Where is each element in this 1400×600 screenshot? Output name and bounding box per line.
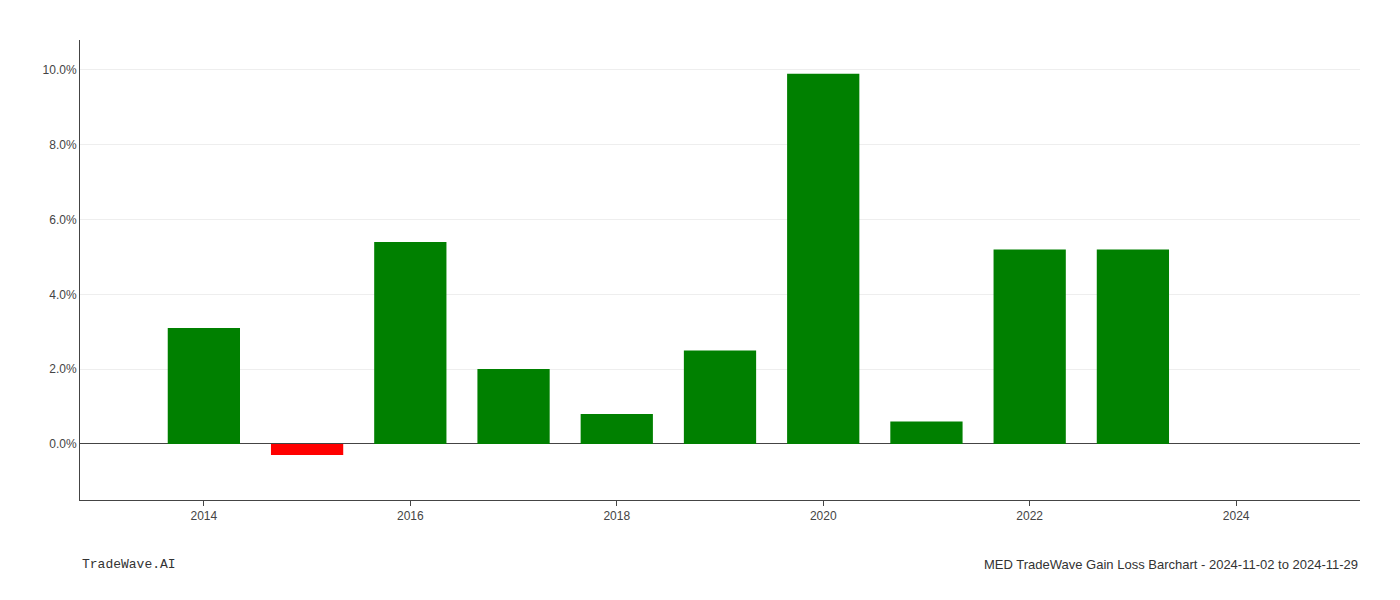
svg-text:6.0%: 6.0% <box>49 213 77 227</box>
svg-text:TradeWave.AI: TradeWave.AI <box>82 557 176 572</box>
svg-text:2016: 2016 <box>397 509 424 523</box>
svg-text:2.0%: 2.0% <box>49 362 77 376</box>
svg-text:0.0%: 0.0% <box>49 437 77 451</box>
svg-text:MED TradeWave Gain Loss Barcha: MED TradeWave Gain Loss Barchart - 2024-… <box>984 557 1358 572</box>
svg-text:10.0%: 10.0% <box>43 63 77 77</box>
svg-text:2014: 2014 <box>191 509 218 523</box>
svg-text:2018: 2018 <box>603 509 630 523</box>
svg-text:2024: 2024 <box>1223 509 1250 523</box>
svg-text:4.0%: 4.0% <box>49 288 77 302</box>
svg-text:8.0%: 8.0% <box>49 138 77 152</box>
svg-text:2022: 2022 <box>1016 509 1043 523</box>
svg-text:2020: 2020 <box>810 509 837 523</box>
